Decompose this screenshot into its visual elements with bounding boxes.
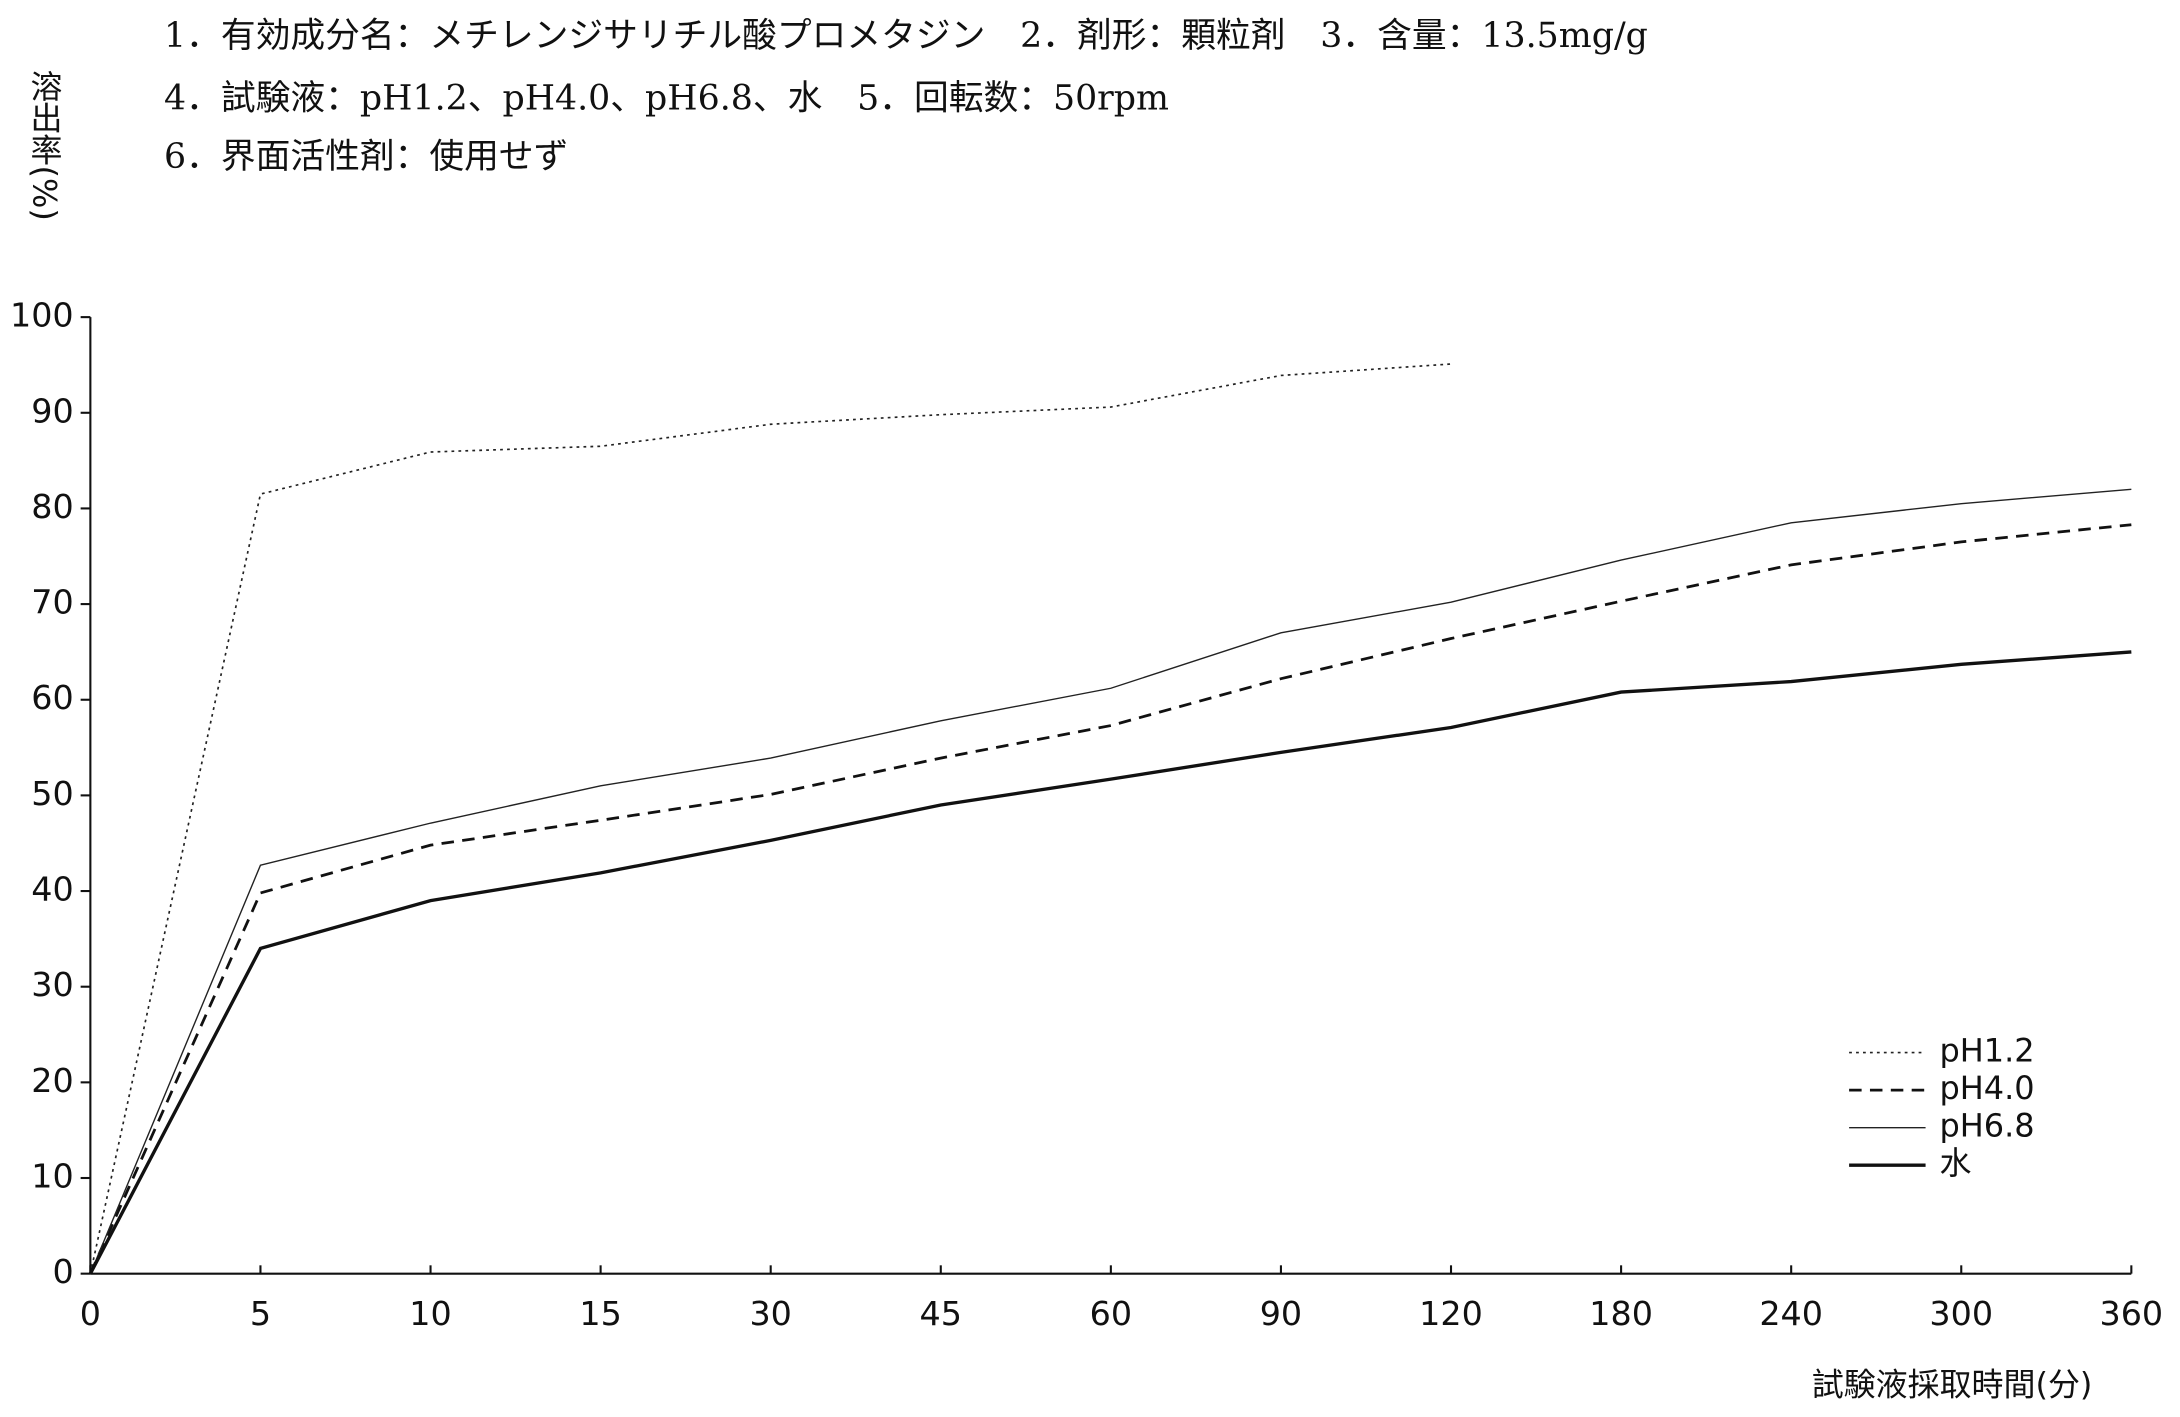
- x-tick-label: 0: [80, 1294, 101, 1333]
- legend-label: pH6.8: [1939, 1107, 2034, 1145]
- y-tick-label: 10: [31, 1157, 73, 1196]
- x-tick-label: 300: [1929, 1294, 1993, 1333]
- legend-label: pH4.0: [1939, 1069, 2034, 1107]
- y-tick-label: 50: [31, 774, 73, 813]
- y-tick-label: 30: [31, 965, 73, 1004]
- y-tick-label: 0: [52, 1252, 73, 1291]
- header-line: 6．界面活性剤：使用せず: [164, 137, 568, 177]
- x-tick-label: 120: [1419, 1294, 1483, 1333]
- series-line: [88, 650, 2132, 1275]
- y-axis-label: 溶出率(%): [25, 70, 63, 221]
- y-tick-label: 70: [31, 583, 73, 622]
- x-tick-label: 60: [1090, 1294, 1132, 1333]
- y-tick-label: 100: [10, 296, 74, 335]
- series-line: [89, 488, 2132, 1274]
- x-tick-label: 180: [1589, 1294, 1653, 1333]
- y-tick-label: 60: [31, 678, 73, 717]
- series-line: [89, 523, 2132, 1275]
- x-tick-label: 360: [2099, 1294, 2163, 1333]
- x-tick-label: 240: [1759, 1294, 1823, 1333]
- x-tick-label: 10: [409, 1294, 451, 1333]
- legend-label: 水: [1939, 1144, 1971, 1182]
- header-line: 1．有効成分名：メチレンジサリチル酸プロメタジン 2．剤形：顆粒剤 3．含量：1…: [164, 16, 1648, 56]
- y-tick-label: 20: [31, 1061, 73, 1100]
- header-line: 4．試験液：pH1.2、pH4.0、pH6.8、水 5．回転数：50rpm: [164, 79, 1169, 119]
- x-tick-label: 5: [250, 1294, 271, 1333]
- x-tick-label: 15: [579, 1294, 621, 1333]
- series-line: [89, 363, 1452, 1274]
- x-tick-label: 30: [749, 1294, 791, 1333]
- y-tick-label: 80: [31, 487, 73, 526]
- x-axis-label: 試験液採取時間(分): [1812, 1365, 2093, 1403]
- y-tick-label: 90: [31, 391, 73, 430]
- x-tick-label: 90: [1260, 1294, 1302, 1333]
- y-tick-label: 40: [31, 870, 73, 909]
- legend-label: pH1.2: [1939, 1032, 2034, 1070]
- x-tick-label: 45: [920, 1294, 962, 1333]
